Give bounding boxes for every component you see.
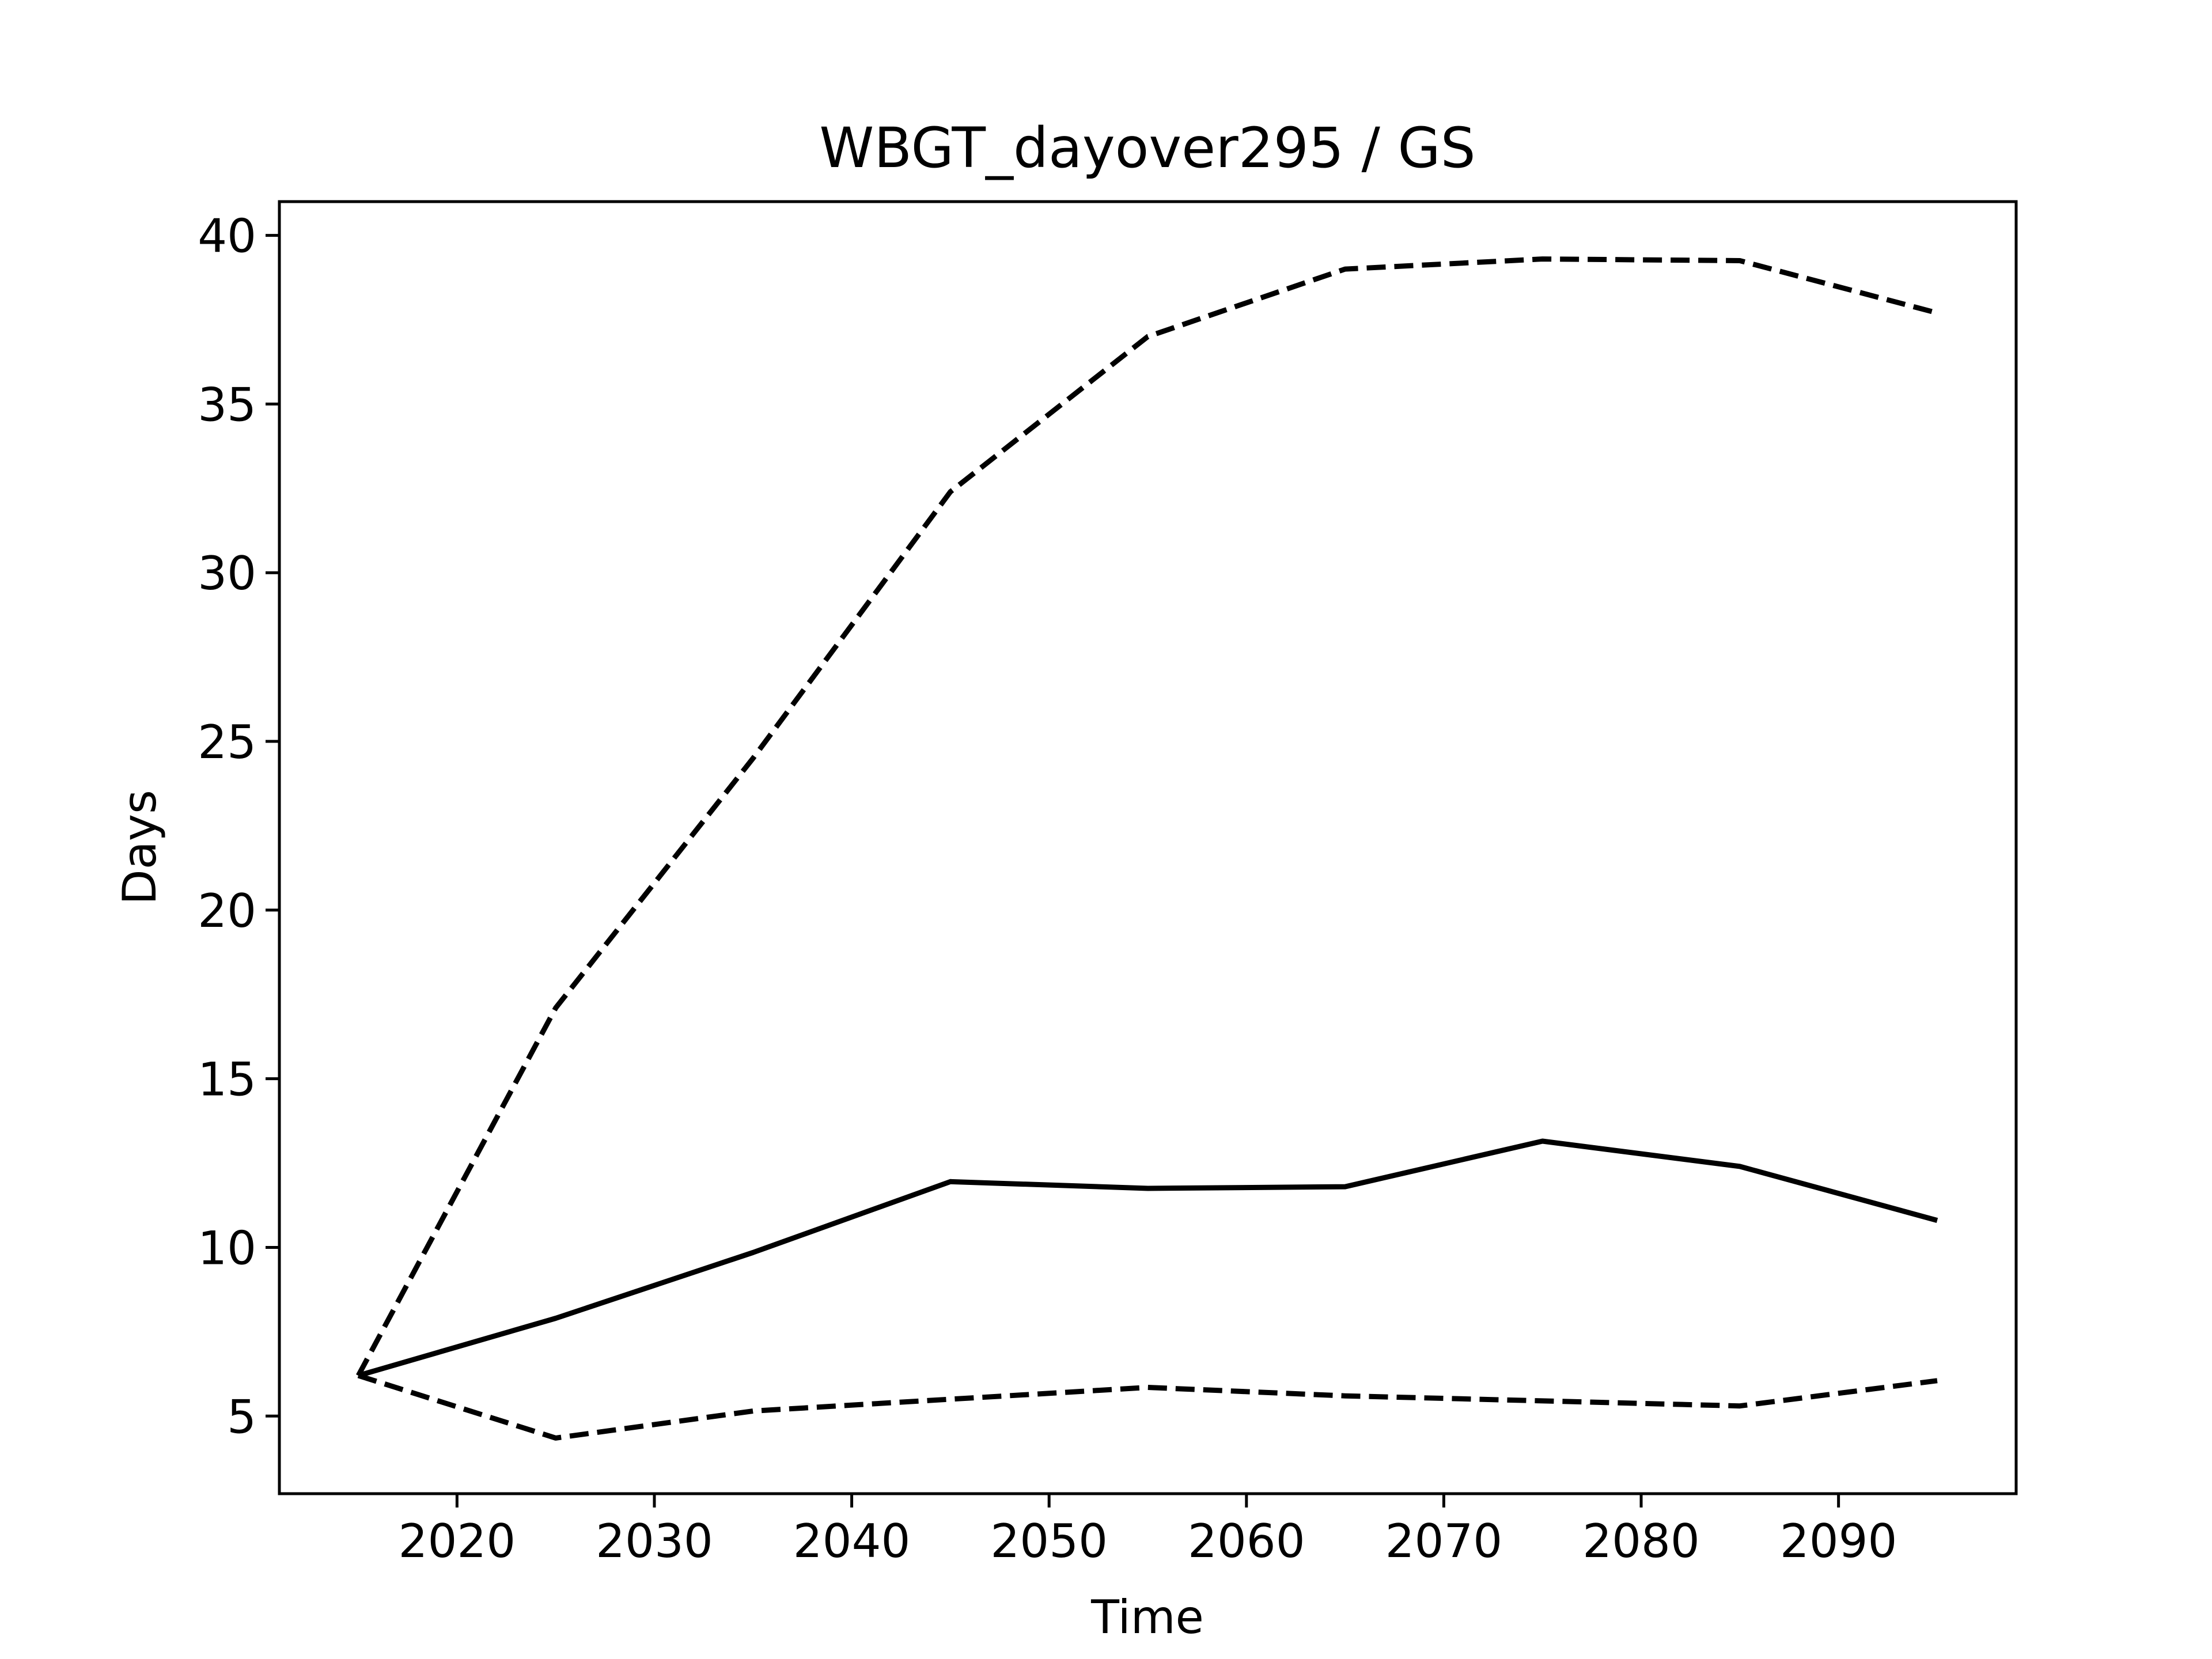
y-tick-label: 25 (198, 715, 256, 769)
y-tick-label: 40 (198, 210, 256, 263)
series-line-3-dashed (357, 1373, 1938, 1441)
y-tick-label: 35 (198, 378, 256, 431)
y-axis-label: Days (113, 790, 166, 905)
y-tick-label: 20 (198, 884, 256, 938)
y-tick-label: 10 (198, 1221, 256, 1275)
x-axis-label: Time (1090, 1590, 1204, 1644)
series-line-2-solid (357, 1138, 1938, 1378)
x-tick-label: 2030 (596, 1514, 713, 1568)
x-tick-label: 2020 (399, 1514, 516, 1568)
y-tick-label: 30 (198, 547, 256, 600)
x-tick-label: 2080 (1582, 1514, 1700, 1568)
series-layer (356, 256, 1938, 1441)
x-tick-label: 2050 (990, 1514, 1108, 1568)
y-axis: 5 10 15 20 25 30 35 40 (198, 210, 279, 1444)
x-axis: 2020 2030 2040 2050 2060 2070 2080 2090 (399, 1494, 1897, 1568)
chart-title: WBGT_dayover295 / GS (819, 116, 1475, 180)
x-tick-label: 2070 (1385, 1514, 1503, 1568)
x-tick-label: 2060 (1188, 1514, 1305, 1568)
x-tick-label: 2040 (793, 1514, 911, 1568)
y-tick-label: 15 (198, 1053, 256, 1107)
series-line-1-dashed (356, 256, 1938, 1377)
x-tick-label: 2090 (1780, 1514, 1897, 1568)
y-tick-label: 5 (227, 1390, 256, 1444)
plot-area-frame (278, 200, 2018, 1495)
